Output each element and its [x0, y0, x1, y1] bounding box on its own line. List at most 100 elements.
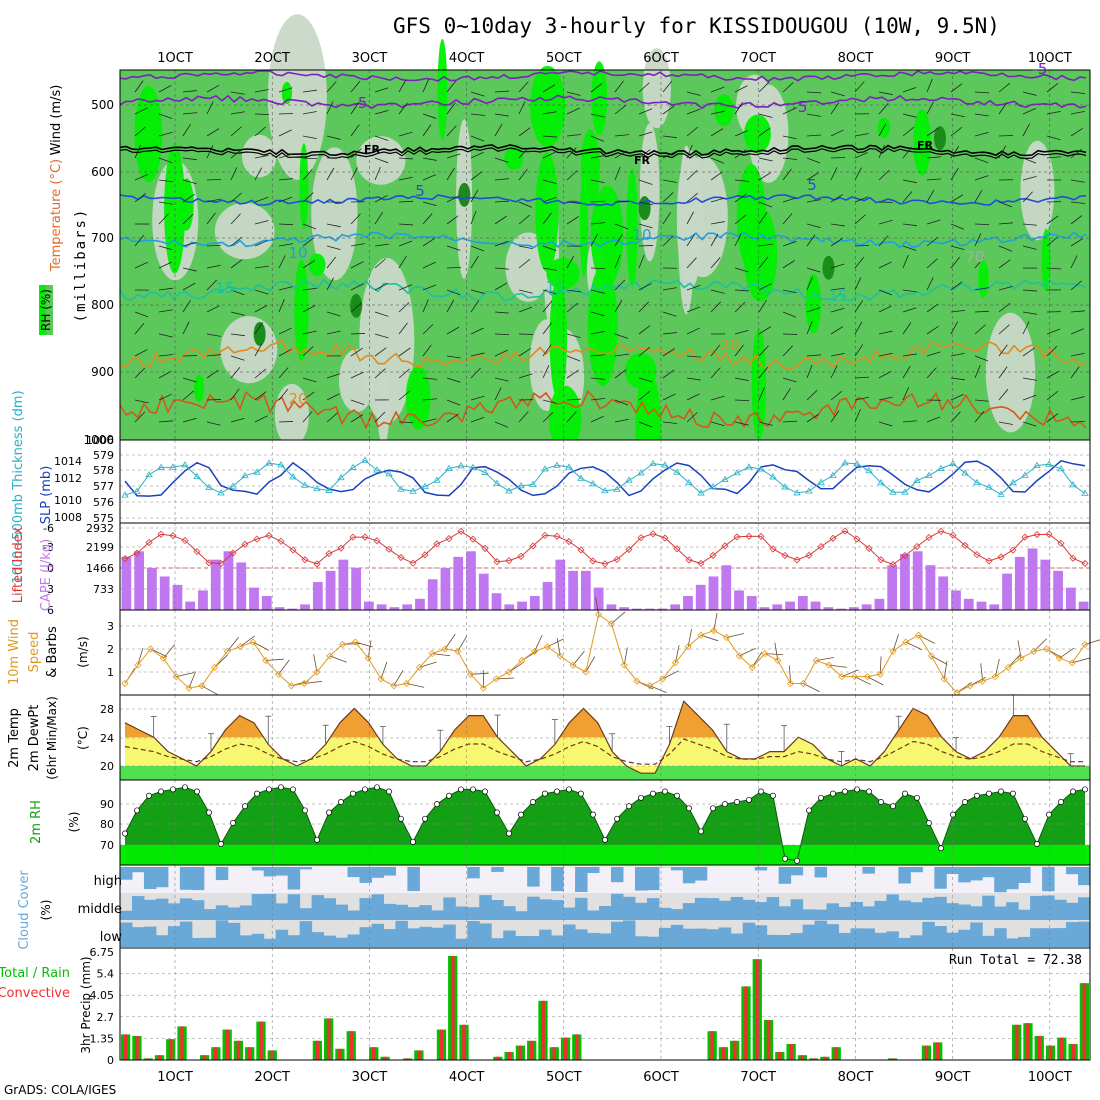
- rh2m-point: [758, 788, 764, 795]
- rh2m-point: [326, 809, 332, 816]
- wind-barb: [158, 309, 173, 313]
- bottom-date-axis: 1OCT 2OCT 3OCT 4OCT 5OCT 6OCT 7OCT 8OCT 9OCT 10OC…: [157, 1070, 1072, 1085]
- label-thickness: 1000~500mb Thickness (dm): [11, 390, 26, 583]
- rh2m-point: [986, 790, 992, 797]
- rh2m-point: [470, 786, 476, 793]
- wind-barb: [518, 348, 532, 357]
- cloud-cell: [527, 896, 540, 920]
- wind-barb: [457, 635, 468, 652]
- wind-barb: [542, 212, 552, 225]
- rh-very-moist-patch: [638, 196, 651, 221]
- cape-bar: [734, 590, 744, 610]
- wind-barb: [494, 282, 508, 291]
- wind-barb: [1022, 394, 1037, 401]
- lifted-point: [265, 531, 273, 540]
- thickness-point: [277, 461, 285, 468]
- wind-barb: [566, 201, 581, 204]
- wind-barb: [1070, 215, 1083, 225]
- panel-labels: 1000~500mb Thickness (dm) SLP (mb) Lifte…: [0, 390, 93, 1053]
- cape-bar: [580, 570, 591, 610]
- cloud-cell: [646, 936, 660, 947]
- lifted-line: [124, 530, 1086, 566]
- rh2m-point: [878, 799, 884, 805]
- wind-barb: [518, 214, 531, 225]
- cloud-cell: [610, 921, 624, 947]
- wind-speed-point: [300, 679, 308, 688]
- cloud-cell: [479, 895, 492, 920]
- wind-barb: [278, 388, 289, 401]
- wind-barb: [350, 261, 364, 269]
- wind-barb: [830, 263, 845, 269]
- wind-barb: [518, 306, 533, 313]
- wind-barb: [1022, 311, 1037, 315]
- lifted-point: [625, 545, 633, 554]
- wind-barb: [1070, 255, 1078, 269]
- wind-barb: [350, 347, 363, 357]
- lifted-point: [973, 551, 981, 559]
- pressure-axis-label: (millibars): [73, 208, 89, 323]
- thickness-point: [205, 483, 213, 490]
- precip-conv-bar: [236, 1040, 241, 1060]
- cape-lifted-panel: -6 -3 0 3 6 2932 2199 1466 733: [43, 522, 1091, 617]
- wind-barb: [710, 344, 721, 357]
- precip-conv-bar: [563, 1037, 568, 1060]
- cloud-cell: [575, 897, 588, 920]
- wind-barb: [206, 198, 221, 203]
- wind-barb: [518, 245, 533, 249]
- wind-barb: [278, 243, 293, 247]
- footer-credit: GrADS: COLA/IGES: [4, 1083, 116, 1097]
- cape-bar: [351, 568, 361, 610]
- wind-barb: [806, 172, 820, 181]
- thickness-tick: 577: [93, 480, 114, 493]
- cape-bar: [951, 590, 961, 610]
- rh2m-point: [602, 836, 608, 843]
- wind-barb: [254, 391, 267, 401]
- wind-barb: [758, 201, 773, 208]
- rh2m-point: [830, 790, 836, 797]
- thickness-point: [541, 465, 549, 472]
- cape-bar: [900, 554, 910, 610]
- precip-conv-bar: [135, 1036, 139, 1060]
- top-date-label: 3OCT: [352, 51, 388, 66]
- wind-barb: [614, 134, 629, 137]
- thickness-point: [757, 465, 765, 472]
- wind-barb: [710, 221, 725, 225]
- wind-barb: [638, 421, 653, 428]
- contour-label: 10: [288, 244, 307, 262]
- precip-conv-bar: [225, 1029, 230, 1060]
- wind-barb: [739, 647, 756, 657]
- cloud-cell: [790, 867, 804, 876]
- cape-bar: [274, 607, 285, 610]
- thickness-tick: 579: [93, 449, 114, 462]
- rh-moist-patch: [548, 385, 582, 452]
- wind-barb: [350, 399, 365, 406]
- wind-speed-point: [249, 638, 257, 646]
- wind-barb: [638, 82, 650, 93]
- wind-barb: [158, 157, 173, 164]
- wind-barb: [134, 311, 149, 318]
- rh2m-point: [962, 799, 968, 805]
- cape-bar: [529, 596, 540, 610]
- cloud-cell: [251, 867, 265, 871]
- wind-barb: [1022, 421, 1037, 427]
- wind-barb: [902, 245, 917, 251]
- legend-wind: Wind (m/s): [49, 85, 64, 156]
- thickness-point: [337, 473, 345, 481]
- wind-barb: [278, 327, 292, 335]
- lifted-point: [469, 535, 477, 543]
- wind-barb: [1070, 352, 1085, 357]
- wind-speed-point: [902, 638, 910, 646]
- wind-barb: [902, 179, 917, 184]
- wind-barb: [686, 327, 700, 335]
- wind-barb: [590, 200, 605, 203]
- cloud-cell: [910, 902, 923, 920]
- lifted-point: [745, 532, 753, 540]
- cloud-cell: [658, 907, 672, 920]
- thickness-point: [421, 482, 429, 490]
- wind-barb: [905, 641, 923, 651]
- wind-barb: [254, 304, 268, 313]
- wind-barb: [182, 90, 197, 93]
- wind-barb: [614, 201, 630, 203]
- wind-speed-point: [364, 654, 372, 662]
- wind-barb: [1070, 366, 1080, 379]
